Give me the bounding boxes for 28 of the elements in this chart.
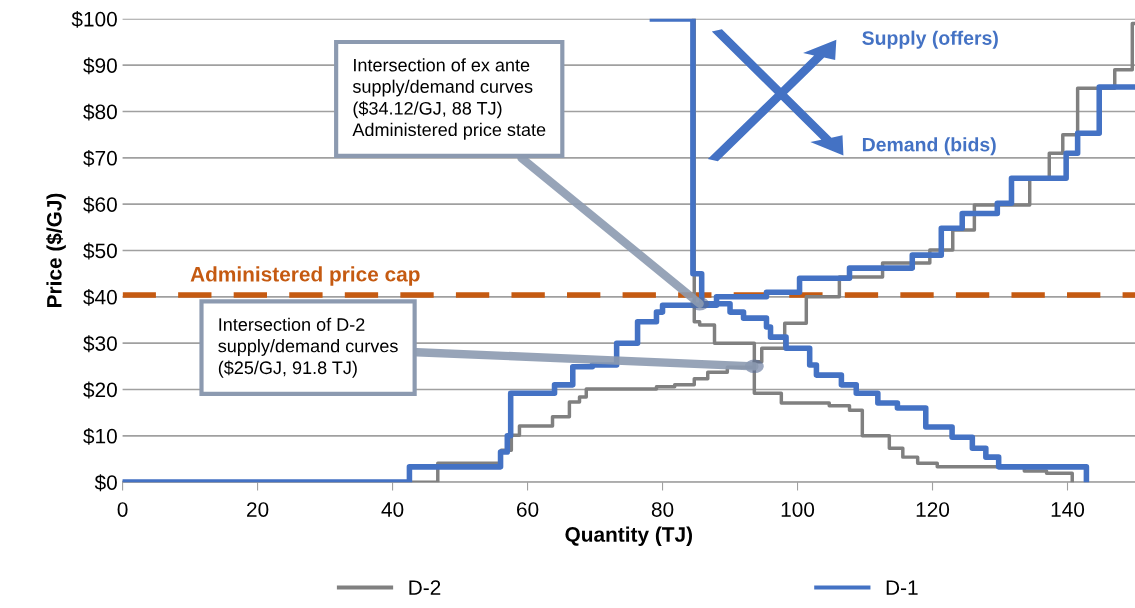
x-axis-title: Quantity (TJ) [565, 526, 692, 546]
annotation: Supply (offers) [862, 30, 998, 49]
y-tick-label: $0 [94, 474, 117, 492]
y-tick-label: $60 [83, 196, 117, 214]
y-tick-label: $80 [83, 103, 117, 121]
legend-label: D-1 [886, 580, 918, 595]
x-tick-label: 60 [517, 502, 539, 517]
x-tick-label: 120 [916, 502, 950, 517]
annotation: Intersection of D-2 supply/demand curves ($25/GJ, 91.8 TJ) [218, 317, 398, 378]
x-tick-label: 20 [247, 502, 269, 517]
annotation: Intersection of ex ante supply/demand curves ($34.12/GJ, 88 TJ) Administered price state [352, 58, 546, 140]
y-tick-label: $30 [83, 335, 117, 353]
x-tick-label: 0 [117, 502, 128, 517]
y-tick-label: $100 [71, 10, 117, 28]
ref-line-label: Administered price cap [190, 266, 420, 286]
x-tick-label: 40 [381, 502, 404, 517]
y-axis-title: Price ($/GJ) [46, 193, 66, 307]
y-tick-label: $50 [83, 242, 117, 260]
x-tick-label: 80 [651, 502, 674, 517]
x-tick-label: 100 [781, 502, 815, 517]
y-tick-label: $70 [83, 149, 117, 167]
y-tick-label: $10 [83, 427, 117, 445]
y-tick-label: $40 [83, 288, 117, 306]
annotation: Demand (bids) [862, 137, 996, 156]
x-tick-label: 140 [1051, 502, 1085, 517]
y-tick-label: $20 [83, 381, 117, 399]
legend-label: D-2 [409, 580, 441, 595]
y-tick-label: $90 [83, 57, 117, 75]
